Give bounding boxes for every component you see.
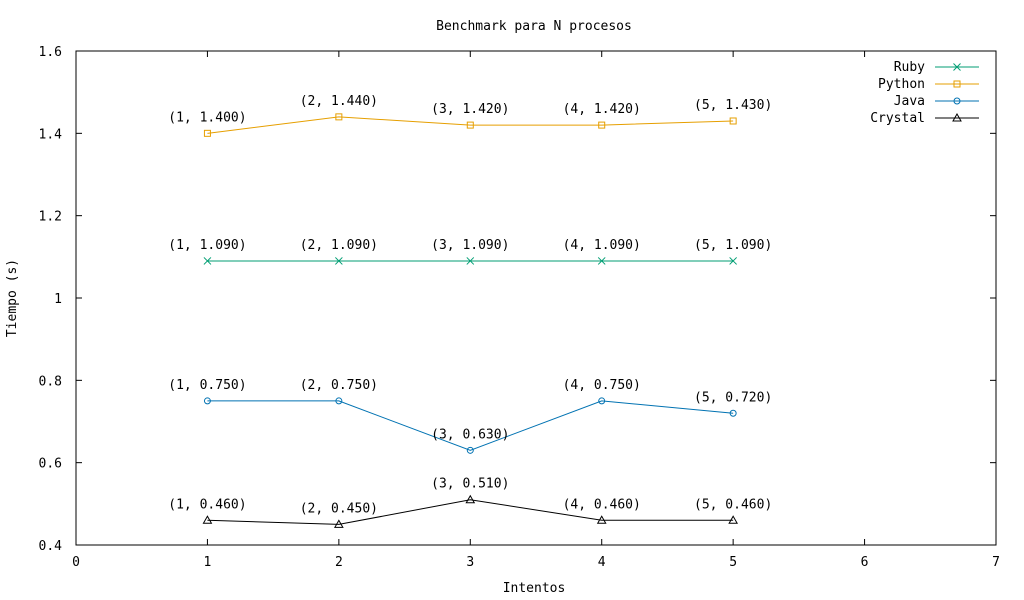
data-point [203,129,211,137]
data-point [466,446,474,454]
data-label: (5, 1.090) [694,238,772,253]
data-label: (1, 0.460) [168,497,246,512]
x-tick-label: 2 [335,555,343,570]
data-label: (2, 0.450) [300,501,378,516]
data-point [598,397,606,405]
data-point [729,117,737,125]
data-point [729,257,737,265]
series-line [207,400,734,451]
data-point [335,113,343,121]
axis-ticks: 0 1 2 3 4 5 6 7 0.4 0.6 0.8 1 1.2 1.4 1.6 [39,45,1000,570]
series-line [207,116,734,134]
data-point [202,515,213,524]
data-label: (3, 1.420) [431,102,509,117]
series-ruby: (1, 1.090) (2, 1.090) (3, 1.090) (4, 1.090)… [168,238,772,265]
x-tick-label: 1 [204,555,212,570]
y-tick-label: 1 [54,292,62,307]
data-point [203,397,211,405]
y-axis-label: Tiempo (s) [5,259,20,337]
data-label: (3, 0.510) [431,477,509,492]
legend-marker [953,63,961,71]
data-label: (4, 0.750) [563,378,641,393]
data-point [597,257,606,265]
data-point [203,257,212,265]
data-point [466,257,475,265]
legend-label: Ruby [894,60,925,75]
legend-label: Crystal [870,111,925,126]
series-crystal: (1, 0.460) (2, 0.450) (3, 0.510) (4, 0.460)… [168,477,772,528]
data-point [596,515,607,524]
chart-title: Benchmark para N procesos [436,19,632,34]
series-python: (1, 1.400) (2, 1.440) (3, 1.420) (4, 1.420)… [168,94,772,137]
data-point [598,121,606,129]
data-point [335,257,343,265]
y-tick-label: 0.4 [39,539,63,554]
x-tick-label: 3 [466,555,474,570]
x-axis-label: Intentos [503,581,566,596]
data-label: (3, 1.090) [431,238,509,253]
data-label: (1, 0.750) [168,378,246,393]
x-tick-label: 4 [598,555,606,570]
y-tick-label: 0.8 [39,374,62,389]
x-tick-label: 0 [72,555,80,570]
legend-marker [952,112,962,122]
data-label: (4, 1.090) [563,238,641,253]
y-tick-label: 1.6 [39,45,62,60]
data-point [466,121,474,129]
x-tick-label: 7 [992,555,1000,570]
data-point [335,397,343,405]
data-point [465,494,476,504]
y-tick-label: 0.6 [39,457,62,472]
series-java: (1, 0.750) (2, 0.750) (3, 0.630) (4, 0.750)… [168,378,772,454]
x-tick-label: 6 [861,555,869,570]
data-point [729,409,737,417]
data-point [333,519,344,528]
data-label: (3, 0.630) [431,427,509,442]
data-label: (4, 1.420) [563,102,641,117]
data-point [728,515,739,524]
legend: Ruby Python Java Crystal [870,60,979,126]
data-label: (5, 0.460) [694,497,772,512]
legend-marker [953,80,961,88]
data-label: (1, 1.090) [168,238,246,253]
data-label: (4, 0.460) [563,497,641,512]
x-tick-label: 5 [729,555,737,570]
data-label: (2, 0.750) [300,378,378,393]
series-line [207,499,734,525]
legend-label: Python [878,77,925,92]
data-label: (5, 1.430) [694,98,772,113]
data-label: (2, 1.090) [300,238,378,253]
data-label: (2, 1.440) [300,94,378,109]
legend-marker [953,97,961,105]
series-layer: (1, 1.090) (2, 1.090) (3, 1.090) (4, 1.090)… [168,94,772,528]
y-tick-label: 1.4 [39,127,63,142]
data-label: (1, 1.400) [168,110,246,125]
y-tick-label: 1.2 [39,210,62,225]
data-label: (5, 0.720) [694,390,772,405]
legend-label: Java [894,94,925,109]
